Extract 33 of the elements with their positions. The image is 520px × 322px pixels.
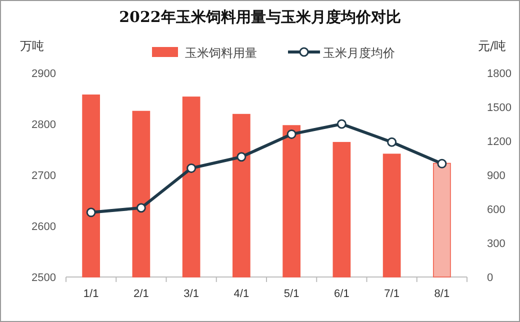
y-tick-label: 2700 xyxy=(32,170,56,182)
point xyxy=(336,119,346,129)
point xyxy=(286,129,296,139)
point xyxy=(236,152,246,162)
y-axis-title: 万吨 xyxy=(20,39,44,53)
x-tick-label: 7/1 xyxy=(384,288,400,300)
x-tick-label: 5/1 xyxy=(284,288,300,300)
legend-label: 玉米饲料用量 xyxy=(185,46,257,60)
x-tick-label: 3/1 xyxy=(184,288,199,300)
point xyxy=(387,137,397,147)
y2-tick-label: 1500 xyxy=(487,102,512,114)
y2-tick-label: 300 xyxy=(487,238,506,250)
x-tick-label: 1/1 xyxy=(83,288,99,300)
x-tick-label: 8/1 xyxy=(434,288,450,300)
y2-tick-label: 900 xyxy=(487,170,506,182)
y-tick-label: 2800 xyxy=(32,119,56,131)
y2-tick-label: 600 xyxy=(487,204,506,216)
y2-tick-label: 1200 xyxy=(487,136,512,148)
point xyxy=(186,163,196,173)
x-tick-label: 4/1 xyxy=(234,288,250,300)
y2-axis-title: 元/吨 xyxy=(478,39,506,53)
y-tick-label: 2900 xyxy=(32,68,56,80)
point xyxy=(437,158,447,168)
y2-tick-label: 1800 xyxy=(487,68,512,80)
x-tick-label: 6/1 xyxy=(334,288,350,300)
legend-label: 玉米月度均价 xyxy=(323,46,395,60)
y2-tick-label: 0 xyxy=(487,272,494,284)
point xyxy=(136,203,146,213)
chart-title: 2022年玉米饲料用量与玉米月度均价对比 xyxy=(119,8,401,26)
y-tick-label: 2600 xyxy=(32,221,56,233)
y-tick-label: 2500 xyxy=(32,272,56,284)
point xyxy=(86,208,96,218)
x-tick-label: 2/1 xyxy=(134,288,149,300)
